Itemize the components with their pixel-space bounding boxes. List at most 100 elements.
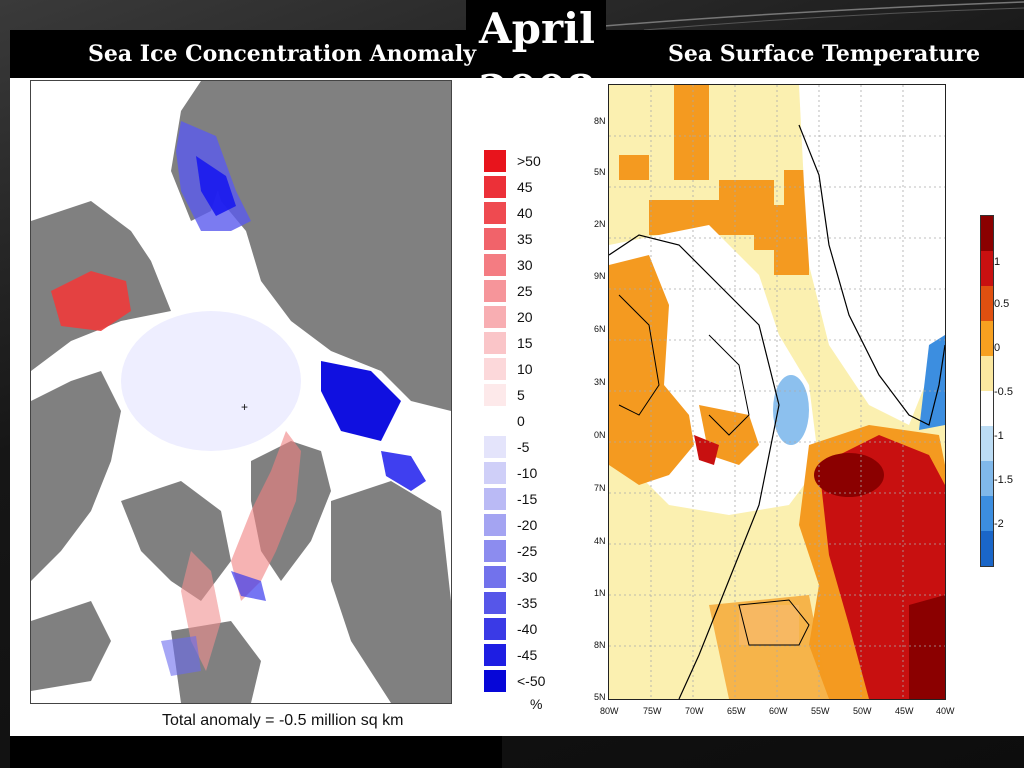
- sst-y-tick: 5N: [594, 167, 606, 177]
- legend-row: 10: [484, 358, 564, 380]
- legend-row: 30: [484, 254, 564, 276]
- sst-x-tick: 45W: [895, 706, 914, 716]
- sst-colorbar-label: -2: [994, 518, 1004, 530]
- legend-label: -30: [517, 569, 538, 585]
- sst-y-tick: 9N: [594, 271, 606, 281]
- colorbar-segment: [981, 426, 993, 461]
- sst-colorbar-label: 1: [994, 256, 1001, 268]
- legend-swatch: [484, 358, 506, 380]
- legend-row: -15: [484, 488, 564, 510]
- legend-row: 40: [484, 202, 564, 224]
- legend-row: 45: [484, 176, 564, 198]
- legend-row: -25: [484, 540, 564, 562]
- right-header-text: Sea Surface Temperature: [668, 41, 981, 67]
- legend-label: -40: [517, 621, 538, 637]
- sst-x-tick: 70W: [685, 706, 704, 716]
- left-header-bar: [10, 30, 470, 78]
- legend-swatch: [484, 436, 506, 458]
- legend-row: 0: [484, 410, 564, 432]
- sst-x-tick: 65W: [727, 706, 746, 716]
- colorbar-segment: [981, 531, 993, 566]
- sst-colorbar-label: -1.5: [994, 474, 1013, 486]
- legend-swatch: [484, 280, 506, 302]
- slide-title: April 2008: [478, 4, 596, 115]
- colorbar-segment: [981, 496, 993, 531]
- legend-row: 20: [484, 306, 564, 328]
- legend-swatch: [484, 566, 506, 588]
- colorbar-segment: [981, 251, 993, 286]
- sst-y-tick: 6N: [594, 324, 606, 334]
- legend-row: >50: [484, 150, 564, 172]
- sst-colorbar-label: -0.5: [994, 386, 1013, 398]
- legend-label: <-50: [517, 673, 546, 689]
- legend-label: 35: [517, 231, 533, 247]
- legend-row: -45: [484, 644, 564, 666]
- legend-label: -45: [517, 647, 538, 663]
- legend-swatch: [484, 176, 506, 198]
- legend-row: 15: [484, 332, 564, 354]
- legend-row: -30: [484, 566, 564, 588]
- legend-label: 5: [517, 387, 525, 403]
- legend-label: >50: [517, 153, 541, 169]
- legend-row: -20: [484, 514, 564, 536]
- legend-row: -5: [484, 436, 564, 458]
- legend-row: -40: [484, 618, 564, 640]
- sst-x-tick: 40W: [936, 706, 955, 716]
- legend-swatch: [484, 644, 506, 666]
- sst-x-tick: 60W: [769, 706, 788, 716]
- legend-swatch: [484, 332, 506, 354]
- sst-x-tick: 80W: [600, 706, 619, 716]
- legend-swatch: [484, 514, 506, 536]
- legend-row: 35: [484, 228, 564, 250]
- legend-row: -10: [484, 462, 564, 484]
- sst-y-tick: 7N: [594, 483, 606, 493]
- legend-label: 30: [517, 257, 533, 273]
- legend-row: <-50: [484, 670, 564, 692]
- legend-swatch: [484, 618, 506, 640]
- sst-x-tick: 50W: [853, 706, 872, 716]
- legend-swatch: [484, 384, 506, 406]
- legend-label: 40: [517, 205, 533, 221]
- bottom-bar: [10, 736, 502, 768]
- legend-label: -5: [517, 439, 530, 455]
- sst-y-tick: 0N: [594, 430, 606, 440]
- legend-swatch: [484, 462, 506, 484]
- legend-row: 5: [484, 384, 564, 406]
- legend-swatch: [484, 228, 506, 250]
- sst-x-tick: 55W: [811, 706, 830, 716]
- legend-label: -10: [517, 465, 538, 481]
- left-header-text: Sea Ice Concentration Anomaly: [88, 41, 476, 67]
- legend-swatch: [484, 488, 506, 510]
- legend-label: 20: [517, 309, 533, 325]
- decorative-streak: [604, 1, 1024, 30]
- sst-y-tick: 8N: [594, 640, 606, 650]
- sea-ice-anomaly-map: +: [30, 80, 452, 704]
- sst-y-tick: 5N: [594, 692, 606, 702]
- colorbar-segment: [981, 356, 993, 391]
- sst-y-tick: 3N: [594, 377, 606, 387]
- sst-colorbar-label: 0.5: [994, 298, 1010, 310]
- legend-unit: %: [530, 696, 543, 712]
- sst-y-tick: 2N: [594, 219, 606, 229]
- sst-colorbar: [980, 215, 994, 567]
- legend-swatch: [484, 540, 506, 562]
- colorbar-segment: [981, 391, 993, 426]
- svg-text:+: +: [241, 400, 248, 414]
- legend-label: -20: [517, 517, 538, 533]
- sst-map: [608, 84, 946, 700]
- legend-label: 25: [517, 283, 533, 299]
- sst-y-tick: 8N: [594, 116, 606, 126]
- right-header-bar: [602, 30, 1024, 78]
- legend-label: 15: [517, 335, 533, 351]
- colorbar-segment: [981, 216, 993, 251]
- colorbar-segment: [981, 286, 993, 321]
- ice-total-anomaly-caption: Total anomaly = -0.5 million sq km: [162, 712, 404, 729]
- legend-label: -35: [517, 595, 538, 611]
- legend-swatch: [484, 306, 506, 328]
- sst-colorbar-label: 0: [994, 342, 1001, 354]
- legend-swatch: [484, 150, 506, 172]
- legend-label: 45: [517, 179, 533, 195]
- colorbar-segment: [981, 321, 993, 356]
- legend-label: 0: [517, 413, 525, 429]
- legend-swatch: [484, 410, 506, 432]
